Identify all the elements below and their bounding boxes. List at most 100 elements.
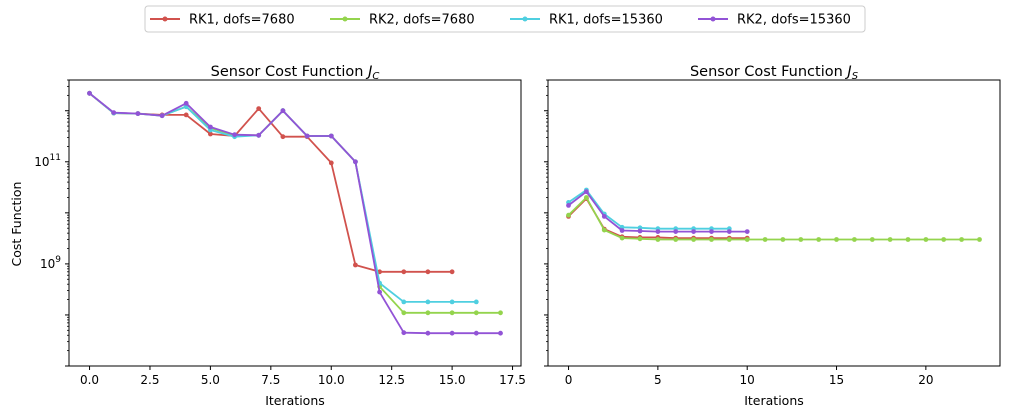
- series-4-point: [691, 229, 696, 235]
- series-1-point: [183, 112, 189, 118]
- series-4-point: [449, 330, 455, 336]
- series-2-point: [798, 237, 804, 242]
- series-1-point: [425, 269, 431, 275]
- series-1-point: [449, 269, 455, 275]
- series-1-point: [208, 131, 213, 137]
- series-2-point: [905, 237, 911, 242]
- ytick-label: 109: [40, 255, 61, 271]
- series-4-point: [637, 228, 643, 234]
- panel-js-ticks: 0 5 10 15 20: [544, 79, 933, 387]
- series-4-point: [280, 108, 286, 114]
- series-4-point: [498, 330, 503, 336]
- xtick-label: 10: [740, 373, 755, 387]
- legend-label-1: RK1, dofs=7680: [189, 13, 295, 28]
- legend-entry-4: RK2, dofs=15360: [698, 13, 851, 28]
- panel-jc-frame: [68, 79, 522, 367]
- series-4-point: [111, 110, 117, 115]
- series-2-point: [852, 237, 857, 242]
- series-2-point: [869, 237, 875, 242]
- series-3-point: [473, 299, 479, 305]
- series-line-2: [567, 196, 980, 241]
- series-4-point: [566, 203, 571, 208]
- series-1-point: [401, 269, 407, 275]
- series-2-point: [655, 237, 661, 242]
- series-4-point: [655, 229, 661, 235]
- xtick-label: 5: [654, 373, 662, 387]
- series-4-point: [328, 133, 334, 139]
- panel-js-frame: [547, 79, 1001, 367]
- panel-js-series: [566, 187, 982, 242]
- series-4-point: [135, 111, 141, 116]
- xtick-label: 15: [829, 373, 844, 387]
- series-2-point: [566, 212, 571, 218]
- xtick-label: 15.0: [439, 373, 466, 387]
- panel-jc-ticks: 0.0 2.5 5.0 7.5 10.0 12.5 15.0 17.5 109 1011: [34, 79, 526, 387]
- series-3-point: [425, 299, 431, 305]
- legend-marker-3: [522, 16, 528, 22]
- series-4-point: [619, 228, 625, 233]
- series-4-point: [183, 100, 189, 106]
- series-line-4: [88, 92, 501, 335]
- xtick-label: 0.0: [80, 373, 99, 387]
- legend-marker-2: [342, 16, 348, 22]
- legend-entry-1: RK1, dofs=7680: [150, 13, 295, 28]
- xtick-label: 17.5: [499, 373, 526, 387]
- series-2-point: [637, 236, 643, 242]
- series-1-point: [256, 106, 262, 111]
- panel-jc-title: Sensor Cost Function JC: [211, 64, 380, 82]
- series-4-point: [425, 330, 431, 336]
- legend-label-4: RK2, dofs=15360: [737, 13, 851, 28]
- series-4-point: [232, 132, 238, 138]
- series-2-point: [726, 237, 732, 242]
- series-line-3: [567, 189, 730, 230]
- series-2-point: [673, 237, 679, 242]
- panel-jc-xlabel: Iterations: [265, 393, 325, 408]
- series-2-point: [816, 237, 822, 242]
- xtick-label: 10.0: [318, 373, 345, 387]
- series-2-point: [780, 237, 786, 242]
- legend-entry-3: RK1, dofs=15360: [510, 13, 663, 28]
- series-2-point: [449, 310, 455, 316]
- series-2-point: [498, 310, 503, 316]
- series-line-1: [88, 92, 453, 273]
- series-4-point: [473, 330, 479, 336]
- series-1-point: [280, 134, 286, 140]
- panel-jc: Sensor Cost Function JC 0.0 2.5 5.0 7.5 10.0…: [9, 64, 526, 408]
- series-2-point: [709, 237, 714, 242]
- series-3-point: [449, 299, 455, 305]
- series-1-point: [328, 160, 334, 166]
- series-2-point: [834, 237, 839, 242]
- panel-jc-series: [87, 90, 503, 336]
- series-2-point: [762, 237, 768, 242]
- series-2-point: [425, 310, 431, 316]
- series-4-point: [584, 189, 589, 195]
- series-line-4: [567, 190, 748, 233]
- xtick-label: 20: [918, 373, 933, 387]
- series-2-point: [744, 237, 750, 242]
- series-4-point: [709, 229, 714, 235]
- series-4-point: [673, 229, 679, 235]
- series-2-point: [977, 237, 982, 242]
- legend-frame: [144, 5, 866, 33]
- series-4-point: [401, 330, 407, 336]
- legend: RK1, dofs=7680 RK2, dofs=7680 RK1, dofs=…: [144, 5, 866, 33]
- series-2-point: [959, 237, 964, 242]
- legend-entry-2: RK2, dofs=7680: [330, 13, 475, 28]
- legend-marker-4: [710, 16, 716, 22]
- series-4-point: [87, 90, 92, 96]
- xtick-label: 0: [565, 373, 573, 387]
- xtick-label: 2.5: [140, 373, 159, 387]
- panel-jc-ylabel: Cost Function: [9, 182, 24, 267]
- series-4-point: [208, 124, 213, 130]
- series-2-point: [941, 237, 947, 242]
- series-2-point: [619, 235, 625, 241]
- series-2-point: [691, 237, 696, 242]
- panel-js: Sensor Cost Function JS 0 5 10 15 20 Iterati…: [544, 64, 1001, 408]
- series-4-point: [256, 132, 262, 138]
- panel-js-title: Sensor Cost Function JS: [690, 64, 859, 82]
- series-2-point: [601, 227, 607, 233]
- series-line-3: [88, 92, 477, 303]
- series-4-point: [726, 229, 732, 235]
- series-2-point: [401, 310, 407, 316]
- legend-label-3: RK1, dofs=15360: [549, 13, 663, 28]
